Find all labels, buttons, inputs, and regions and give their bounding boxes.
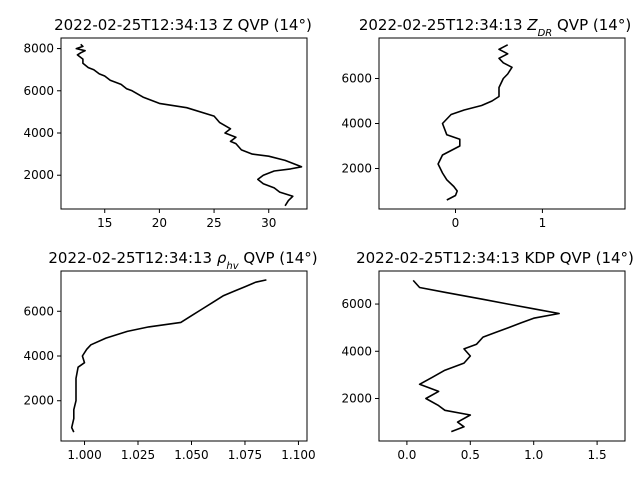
subplot-title: 2022-02-25T12:34:13 ρhv QVP (14°) (48, 249, 317, 272)
y-tick-label: 8000 (23, 42, 54, 56)
title-sym: Z (526, 16, 538, 34)
x-tick-label: 20 (152, 216, 167, 230)
y-tick-label: 4000 (23, 349, 54, 363)
title-post: QVP (14°) (239, 249, 318, 267)
subplot-1: 2022-02-25T12:34:13 Z QVP (14°) 15 20 25 30 2… (23, 16, 311, 230)
title-pre: 2022-02-25T12:34:13 (48, 249, 216, 267)
x-tick-label: 1.5 (588, 448, 607, 462)
y-tick-label: 6000 (23, 84, 54, 98)
title-sub: DR (538, 28, 553, 39)
title-pre: 2022-02-25T12:34:13 Z QVP (14°) (54, 16, 312, 34)
title-sub: hv (226, 261, 239, 272)
profile-line (437, 44, 513, 201)
subplot-4: 2022-02-25T12:34:13 KDP QVP (14°) 0.0 0.5 1… (341, 249, 633, 462)
x-tick-label: 0 (452, 216, 460, 230)
axes-frame (60, 37, 308, 210)
profile-line (412, 279, 560, 433)
x-tick-label: 15 (97, 216, 112, 230)
profile-line (75, 43, 303, 207)
title-sym: ρ (217, 249, 227, 267)
y-tick-label: 4000 (341, 117, 372, 131)
title-post: QVP (14°) (552, 16, 631, 34)
x-tick-label: 1.050 (174, 448, 208, 462)
subplot-3: 2022-02-25T12:34:13 ρhv QVP (14°) 1.000 1.… (23, 249, 317, 462)
subplot-title: 2022-02-25T12:34:13 Z QVP (14°) (54, 16, 312, 34)
y-tick-label: 6000 (341, 72, 372, 86)
y-tick-label: 4000 (23, 126, 54, 140)
y-tick-label: 2000 (23, 168, 54, 182)
y-tick-label: 6000 (23, 304, 54, 318)
title-pre: 2022-02-25T12:34:13 KDP QVP (14°) (356, 249, 634, 267)
y-tick-label: 2000 (341, 392, 372, 406)
x-tick-label: 1.075 (228, 448, 262, 462)
y-tick-label: 2000 (341, 162, 372, 176)
x-tick-label: 30 (261, 216, 276, 230)
title-pre: 2022-02-25T12:34:13 (359, 16, 527, 34)
x-tick-label: 25 (206, 216, 221, 230)
subplot-title: 2022-02-25T12:34:13 KDP QVP (14°) (356, 249, 634, 267)
y-tick-label: 2000 (23, 394, 54, 408)
subplot-title: 2022-02-25T12:34:13 ZDR QVP (14°) (359, 16, 631, 39)
profile-line (70, 279, 267, 433)
axes-frame (60, 270, 308, 442)
x-tick-label: 1.100 (281, 448, 315, 462)
y-tick-label: 6000 (341, 297, 372, 311)
x-tick-label: 1.0 (524, 448, 543, 462)
x-tick-label: 1.025 (121, 448, 155, 462)
x-tick-label: 0.5 (461, 448, 480, 462)
x-tick-label: 1 (539, 216, 547, 230)
axes-frame (378, 37, 626, 210)
subplot-2: 2022-02-25T12:34:13 ZDR QVP (14°) 0 1 2000 4… (341, 16, 631, 230)
x-tick-label: 0.0 (397, 448, 416, 462)
y-tick-label: 4000 (341, 344, 372, 358)
x-tick-label: 1.000 (67, 448, 101, 462)
axes-frame (378, 270, 626, 442)
